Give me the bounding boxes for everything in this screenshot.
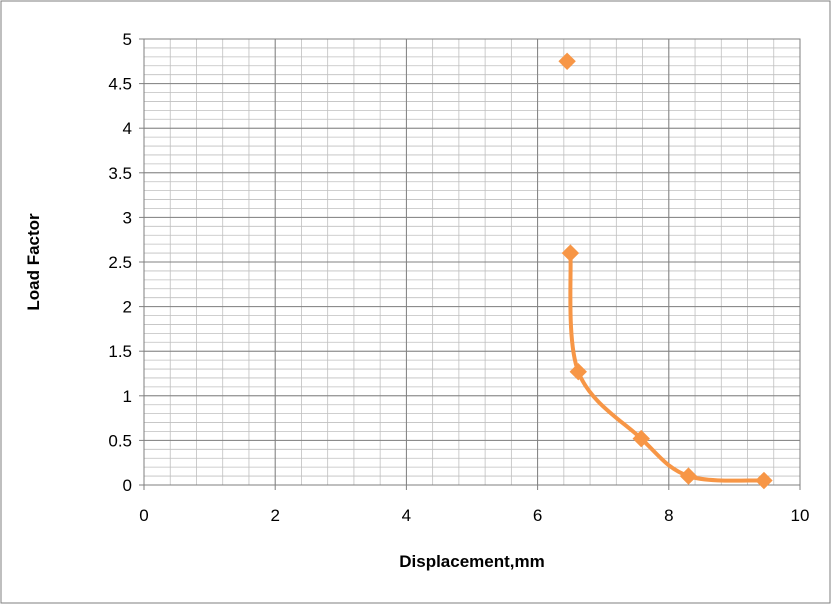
x-tick-label: 10 <box>791 506 810 525</box>
x-tick-label: 2 <box>270 506 279 525</box>
y-tick-label: 1 <box>123 387 132 406</box>
data-point-marker <box>632 429 650 448</box>
data-point-marker <box>679 467 698 485</box>
y-tick-label: 3 <box>123 208 132 227</box>
x-tick-label: 4 <box>402 506 411 525</box>
y-axis-ticks: 0 0.5 1 1.5 2 2.5 3 3.5 4 4.5 5 <box>108 30 144 495</box>
data-point-marker <box>755 471 773 490</box>
y-tick-label: 4 <box>123 119 132 138</box>
y-tick-label: 0 <box>123 476 132 495</box>
y-tick-label: 3.5 <box>108 164 132 183</box>
y-axis-title: Load Factor <box>24 213 43 311</box>
data-point-marker <box>558 52 576 71</box>
y-tick-label: 2.5 <box>108 253 132 272</box>
series-line <box>568 251 766 483</box>
x-tick-label: 8 <box>664 506 673 525</box>
x-axis-title: Displacement,mm <box>399 552 545 571</box>
x-tick-label: 6 <box>533 506 542 525</box>
major-gridlines <box>143 38 801 486</box>
data-point-marker <box>569 363 587 381</box>
y-tick-label: 5 <box>123 30 132 49</box>
y-tick-label: 0.5 <box>108 431 132 450</box>
y-tick-label: 4.5 <box>108 75 132 94</box>
x-axis-ticks: 0 2 4 6 8 10 <box>139 485 809 525</box>
y-tick-label: 2 <box>123 298 132 317</box>
series-group <box>558 52 773 490</box>
x-tick-label: 0 <box>139 506 148 525</box>
data-point-marker <box>561 244 580 262</box>
y-tick-label: 1.5 <box>108 342 132 361</box>
